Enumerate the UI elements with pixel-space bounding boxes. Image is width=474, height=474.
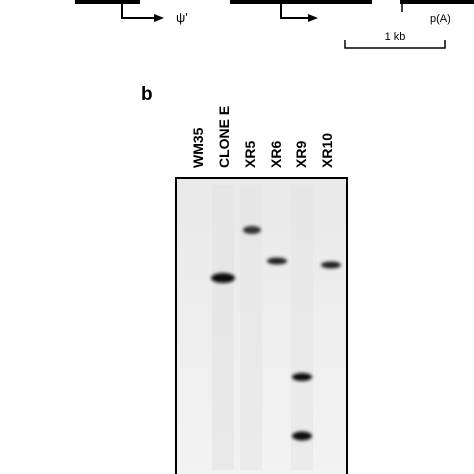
scale-bar: 1 kb	[344, 31, 446, 49]
gel	[175, 177, 348, 474]
gene-diagram: ψ' p(A)	[75, 0, 474, 25]
polya-label: p(A)	[430, 13, 451, 25]
lane-label: XR5	[242, 141, 258, 168]
lane-label: XR9	[293, 141, 309, 168]
lane-label: CLONE E	[216, 106, 232, 168]
lane-label: XR10	[319, 133, 335, 168]
scale-label: 1 kb	[385, 31, 406, 43]
lane-label: WM35	[190, 127, 206, 168]
lane-labels: WM35 CLONE E XR5 XR6 XR9 XR10	[190, 106, 335, 168]
panel-label: b	[141, 84, 153, 105]
lane-label: XR6	[268, 141, 284, 168]
promoter-label: ψ'	[176, 10, 188, 25]
